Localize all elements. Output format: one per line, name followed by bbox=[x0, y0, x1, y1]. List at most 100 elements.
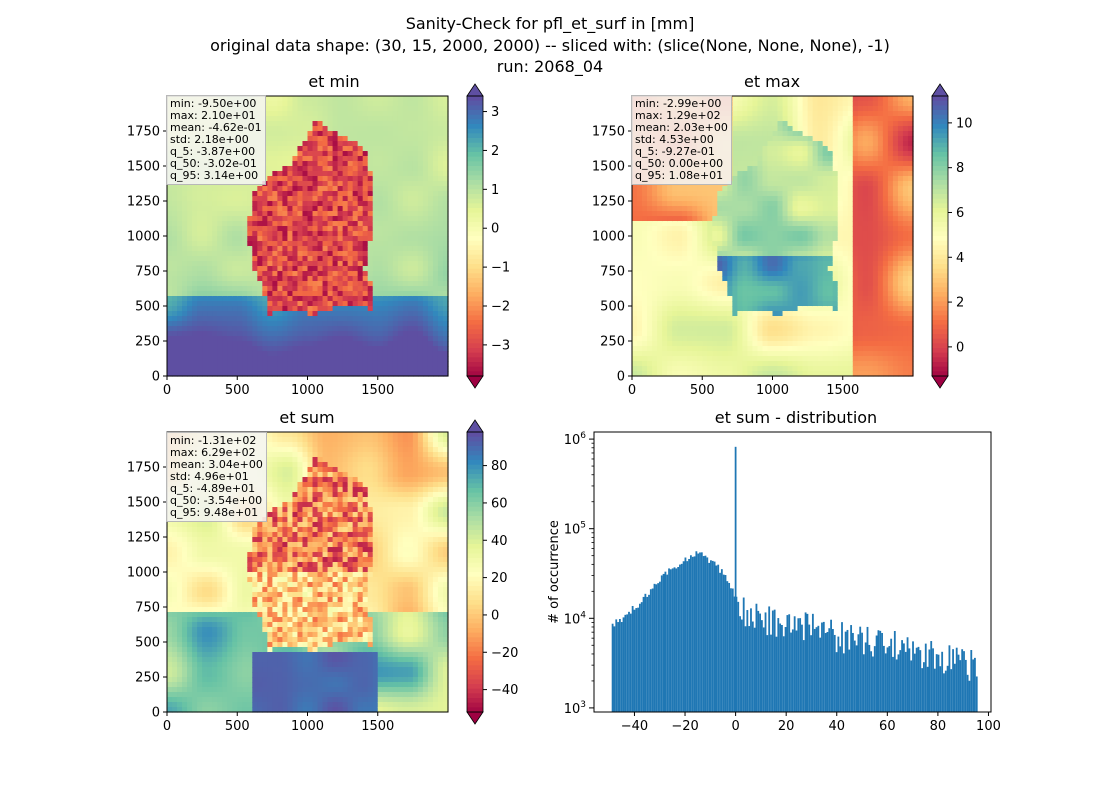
heatmap-cell bbox=[647, 366, 653, 372]
heatmap-cell bbox=[367, 191, 374, 197]
heatmap-cell bbox=[287, 226, 294, 232]
heatmap-cell bbox=[332, 266, 339, 272]
heatmap-cell bbox=[352, 321, 359, 327]
heatmap-cell bbox=[762, 316, 769, 322]
heatmap-cell bbox=[392, 236, 399, 242]
heatmap-cell bbox=[347, 326, 354, 332]
heatmap-cell bbox=[762, 171, 769, 177]
heatmap-cell bbox=[302, 346, 309, 352]
heatmap-cell bbox=[357, 106, 364, 112]
heatmap-cell bbox=[432, 226, 439, 232]
heatmap-cell bbox=[762, 131, 769, 137]
heatmap-cell bbox=[632, 346, 638, 352]
heatmap-cell bbox=[652, 366, 658, 372]
heatmap-cell bbox=[352, 171, 359, 177]
heatmap-cell bbox=[272, 186, 278, 192]
heatmap-cell bbox=[397, 251, 404, 257]
heatmap-cell bbox=[227, 246, 233, 252]
heatmap-cell bbox=[397, 266, 404, 272]
heatmap-cell bbox=[357, 306, 364, 312]
heatmap-cell bbox=[687, 276, 693, 282]
heatmap-cell bbox=[647, 206, 653, 212]
heatmap-cell bbox=[417, 241, 424, 247]
heatmap-cell bbox=[422, 331, 429, 337]
heatmap-cell bbox=[747, 176, 754, 182]
heatmap-cell bbox=[772, 106, 779, 112]
heatmap-cell bbox=[177, 196, 183, 202]
heatmap-cell bbox=[292, 146, 299, 152]
heatmap-cell bbox=[737, 151, 743, 157]
heatmap-cell bbox=[272, 101, 278, 107]
heatmap-cell bbox=[202, 341, 208, 347]
heatmap-cell bbox=[727, 266, 733, 272]
heatmap-cell bbox=[337, 306, 344, 312]
heatmap-cell bbox=[397, 166, 404, 172]
heatmap-cell bbox=[662, 226, 668, 232]
heatmap-cell bbox=[757, 241, 764, 247]
heatmap-cell bbox=[202, 191, 208, 197]
heatmap-cell bbox=[772, 361, 779, 367]
heatmap-cell bbox=[382, 146, 389, 152]
heatmap-cell bbox=[697, 341, 703, 347]
heatmap-cell bbox=[392, 176, 399, 182]
et-min-y-tick-label: 750 bbox=[135, 265, 160, 280]
heatmap-cell bbox=[422, 176, 429, 182]
heatmap-cell bbox=[742, 146, 749, 152]
heatmap-cell bbox=[757, 201, 764, 207]
heatmap-cell bbox=[257, 301, 263, 307]
heatmap-cell bbox=[667, 206, 673, 212]
heatmap-cell bbox=[762, 236, 769, 242]
heatmap-cell bbox=[642, 286, 648, 292]
heatmap-cell bbox=[417, 171, 424, 177]
heatmap-cell bbox=[367, 366, 374, 372]
heatmap-cell bbox=[787, 126, 794, 132]
heatmap-cell bbox=[702, 206, 708, 212]
heatmap-cell bbox=[322, 236, 329, 242]
heatmap-cell bbox=[227, 336, 233, 342]
heatmap-cell bbox=[317, 286, 324, 292]
heatmap-cell bbox=[767, 101, 774, 107]
heatmap-cell bbox=[742, 366, 749, 372]
heatmap-cell bbox=[227, 196, 233, 202]
heatmap-cell bbox=[662, 331, 668, 337]
heatmap-cell bbox=[297, 331, 304, 337]
heatmap-cell bbox=[352, 281, 359, 287]
colorbar-segment bbox=[467, 170, 483, 176]
heatmap-cell bbox=[307, 371, 314, 377]
heatmap-cell bbox=[272, 301, 278, 307]
heatmap-cell bbox=[772, 371, 779, 377]
heatmap-cell bbox=[397, 356, 404, 362]
heatmap-cell bbox=[257, 196, 263, 202]
heatmap-cell bbox=[377, 321, 384, 327]
heatmap-cell bbox=[312, 296, 319, 302]
heatmap-cell bbox=[672, 266, 678, 272]
heatmap-cell bbox=[387, 241, 394, 247]
heatmap-cell bbox=[322, 321, 329, 327]
heatmap-cell bbox=[392, 126, 399, 132]
heatmap-cell bbox=[367, 186, 374, 192]
heatmap-cell bbox=[267, 116, 273, 122]
heatmap-cell bbox=[742, 226, 749, 232]
heatmap-cell bbox=[397, 256, 404, 262]
heatmap-cell bbox=[342, 151, 349, 157]
heatmap-cell bbox=[397, 366, 404, 372]
heatmap-cell bbox=[267, 246, 273, 252]
heatmap-cell bbox=[292, 231, 299, 237]
heatmap-cell bbox=[427, 121, 434, 127]
heatmap-cell bbox=[292, 271, 299, 277]
heatmap-cell bbox=[277, 186, 284, 192]
heatmap-cell bbox=[732, 181, 738, 187]
heatmap-cell bbox=[772, 321, 779, 327]
heatmap-cell bbox=[667, 236, 673, 242]
heatmap-cell bbox=[707, 366, 713, 372]
heatmap-cell bbox=[677, 366, 683, 372]
heatmap-cell bbox=[777, 191, 784, 197]
heatmap-cell bbox=[197, 371, 203, 377]
heatmap-cell bbox=[767, 371, 774, 377]
heatmap-cell bbox=[392, 101, 399, 107]
heatmap-cell bbox=[247, 346, 253, 352]
heatmap-cell bbox=[677, 291, 683, 297]
heatmap-cell bbox=[387, 236, 394, 242]
heatmap-cell bbox=[332, 146, 339, 152]
heatmap-cell bbox=[437, 366, 444, 372]
